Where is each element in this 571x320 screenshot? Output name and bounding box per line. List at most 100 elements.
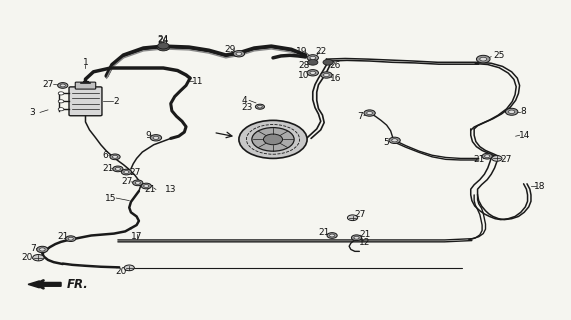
Text: 3: 3 <box>30 108 35 117</box>
Circle shape <box>68 237 73 240</box>
Circle shape <box>121 169 131 175</box>
Circle shape <box>124 265 134 271</box>
Text: 14: 14 <box>518 131 530 140</box>
Circle shape <box>37 246 48 252</box>
Circle shape <box>310 56 316 60</box>
Text: 21: 21 <box>359 230 371 239</box>
Circle shape <box>157 44 170 51</box>
Text: FR.: FR. <box>67 278 89 291</box>
Text: 2: 2 <box>114 97 119 106</box>
Circle shape <box>141 183 151 189</box>
Text: 19: 19 <box>296 47 307 56</box>
Circle shape <box>258 105 262 108</box>
Circle shape <box>33 254 44 261</box>
Circle shape <box>58 92 64 95</box>
Circle shape <box>124 171 129 173</box>
Circle shape <box>347 215 357 220</box>
Text: 18: 18 <box>534 181 546 190</box>
Circle shape <box>329 234 335 237</box>
Text: 4: 4 <box>242 96 247 105</box>
Circle shape <box>239 120 307 158</box>
Circle shape <box>60 84 65 87</box>
Circle shape <box>150 135 162 141</box>
Text: 10: 10 <box>298 71 309 80</box>
Text: 27: 27 <box>42 80 54 89</box>
Circle shape <box>323 60 333 65</box>
Text: 7: 7 <box>30 244 35 253</box>
Circle shape <box>112 166 123 172</box>
Circle shape <box>236 52 242 55</box>
Text: 28: 28 <box>298 61 309 70</box>
Text: 9: 9 <box>145 131 151 140</box>
Circle shape <box>153 136 159 140</box>
Text: 6: 6 <box>102 151 108 160</box>
Circle shape <box>389 137 400 143</box>
Text: 12: 12 <box>359 238 371 247</box>
Circle shape <box>321 72 332 78</box>
Circle shape <box>364 110 375 116</box>
Circle shape <box>66 236 76 242</box>
Text: 11: 11 <box>192 77 203 86</box>
Circle shape <box>233 51 244 57</box>
Circle shape <box>354 236 359 239</box>
Circle shape <box>255 104 264 109</box>
Text: 24: 24 <box>158 36 169 44</box>
Circle shape <box>252 128 294 151</box>
Circle shape <box>482 153 492 159</box>
Circle shape <box>310 71 316 74</box>
Text: 1: 1 <box>83 58 89 67</box>
Text: 5: 5 <box>384 138 389 147</box>
Circle shape <box>132 180 143 186</box>
Circle shape <box>135 181 140 184</box>
Circle shape <box>158 43 169 49</box>
Circle shape <box>307 69 319 76</box>
Circle shape <box>115 167 120 170</box>
Circle shape <box>327 233 337 238</box>
Text: 8: 8 <box>520 107 526 116</box>
Circle shape <box>307 55 319 61</box>
Text: 17: 17 <box>131 232 142 241</box>
Text: 21: 21 <box>103 164 114 173</box>
Circle shape <box>509 110 515 114</box>
Text: 21: 21 <box>57 232 69 241</box>
Circle shape <box>351 235 361 241</box>
Circle shape <box>58 83 68 88</box>
Text: 21: 21 <box>144 185 156 194</box>
Text: 26: 26 <box>330 61 341 70</box>
Circle shape <box>112 156 118 158</box>
Text: 7: 7 <box>357 112 363 121</box>
Circle shape <box>58 100 64 103</box>
Circle shape <box>308 60 318 65</box>
Text: 15: 15 <box>104 194 116 203</box>
Text: 23: 23 <box>241 103 252 112</box>
Text: 22: 22 <box>315 47 327 56</box>
Text: 21: 21 <box>319 228 330 237</box>
Circle shape <box>39 248 45 251</box>
Text: 27: 27 <box>500 155 512 164</box>
Text: 20: 20 <box>21 253 33 262</box>
Text: 29: 29 <box>224 45 235 54</box>
Circle shape <box>324 73 329 76</box>
Text: 27: 27 <box>129 168 140 177</box>
Circle shape <box>58 108 64 111</box>
Text: 24: 24 <box>158 35 169 44</box>
Circle shape <box>492 156 502 161</box>
Text: 27: 27 <box>122 177 133 186</box>
Circle shape <box>485 155 490 158</box>
Text: 27: 27 <box>355 210 366 219</box>
Circle shape <box>476 55 490 63</box>
FancyBboxPatch shape <box>69 87 102 116</box>
FancyArrow shape <box>28 281 61 288</box>
Circle shape <box>505 108 518 115</box>
Circle shape <box>110 154 120 160</box>
Circle shape <box>367 111 372 115</box>
Text: 16: 16 <box>330 74 341 83</box>
FancyBboxPatch shape <box>75 82 96 89</box>
Circle shape <box>480 57 486 61</box>
Text: 21: 21 <box>473 155 484 164</box>
Circle shape <box>263 134 283 145</box>
Circle shape <box>392 139 397 142</box>
Text: 25: 25 <box>493 52 504 60</box>
Text: 20: 20 <box>115 267 126 276</box>
Circle shape <box>144 185 149 188</box>
